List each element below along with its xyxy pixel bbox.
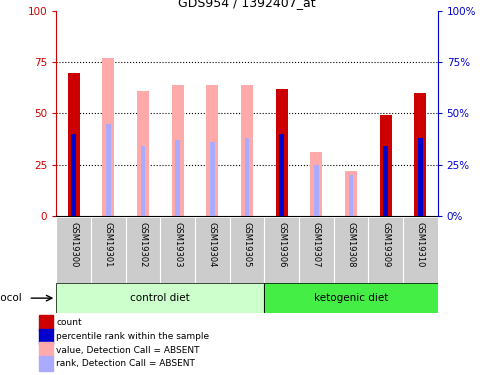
Bar: [39, 356, 53, 371]
Text: rank, Detection Call = ABSENT: rank, Detection Call = ABSENT: [56, 359, 195, 368]
Bar: [344, 171, 356, 216]
Bar: [56, 283, 264, 313]
Bar: [264, 283, 437, 313]
Bar: [413, 93, 426, 216]
Bar: [171, 85, 183, 216]
Bar: [244, 138, 249, 216]
Text: GSM19310: GSM19310: [415, 222, 424, 267]
Text: ketogenic diet: ketogenic diet: [313, 293, 387, 303]
Text: GSM19307: GSM19307: [311, 222, 320, 268]
Bar: [175, 140, 180, 216]
Bar: [39, 329, 53, 344]
Title: GDS954 / 1392407_at: GDS954 / 1392407_at: [178, 0, 315, 9]
Text: GSM19301: GSM19301: [103, 222, 113, 267]
Text: GSM19302: GSM19302: [138, 222, 147, 267]
Bar: [206, 85, 218, 216]
Bar: [348, 175, 352, 216]
Text: GSM19303: GSM19303: [173, 222, 182, 268]
Bar: [241, 85, 252, 216]
Text: percentile rank within the sample: percentile rank within the sample: [56, 332, 209, 341]
Text: GSM19308: GSM19308: [346, 222, 355, 268]
Text: protocol: protocol: [0, 293, 21, 303]
Bar: [102, 58, 114, 216]
Bar: [279, 134, 284, 216]
Bar: [67, 73, 80, 216]
Bar: [383, 146, 387, 216]
Text: count: count: [56, 318, 81, 327]
Bar: [264, 283, 437, 313]
Text: GSM19300: GSM19300: [69, 222, 78, 267]
Bar: [56, 283, 264, 313]
Bar: [275, 89, 287, 216]
Bar: [71, 134, 76, 216]
Bar: [417, 138, 422, 216]
Text: GSM19304: GSM19304: [207, 222, 216, 267]
Text: GSM19305: GSM19305: [242, 222, 251, 267]
Bar: [141, 146, 145, 216]
Bar: [309, 152, 322, 216]
Bar: [137, 91, 149, 216]
Bar: [379, 116, 391, 216]
Bar: [39, 342, 53, 358]
Bar: [39, 315, 53, 330]
Bar: [313, 165, 318, 216]
Text: GSM19309: GSM19309: [380, 222, 389, 267]
Text: value, Detection Call = ABSENT: value, Detection Call = ABSENT: [56, 346, 199, 355]
Bar: [209, 142, 214, 216]
Text: control diet: control diet: [130, 293, 190, 303]
Bar: [106, 124, 110, 216]
Text: GSM19306: GSM19306: [277, 222, 285, 268]
